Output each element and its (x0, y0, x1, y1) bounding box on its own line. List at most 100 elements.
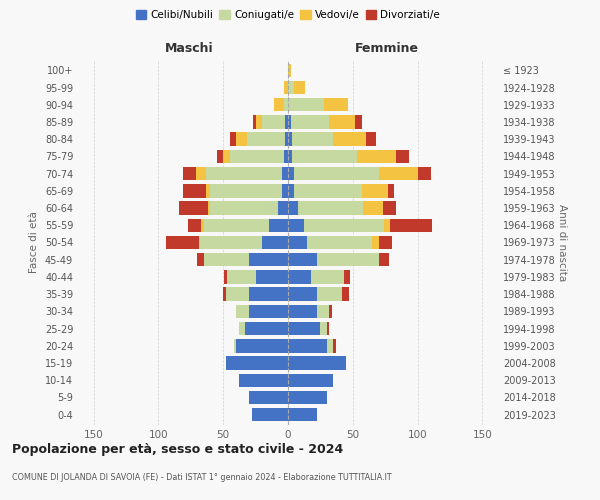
Bar (288, 98, 324, 112)
Bar (344, 270, 350, 283)
Bar (343, 288, 349, 301)
Bar (288, 236, 307, 249)
Bar (284, 98, 288, 112)
Bar (288, 288, 317, 301)
Bar (200, 236, 262, 249)
Bar (288, 253, 317, 266)
Bar (295, 167, 379, 180)
Bar (269, 218, 288, 232)
Y-axis label: Anni di nascita: Anni di nascita (557, 204, 567, 281)
Bar (357, 150, 395, 163)
Bar (278, 202, 288, 215)
Bar (236, 132, 247, 146)
Bar (284, 81, 288, 94)
Bar (223, 288, 226, 301)
Bar (233, 339, 236, 352)
Bar (304, 218, 384, 232)
Bar (288, 322, 320, 336)
Bar (292, 150, 357, 163)
Bar (245, 322, 288, 336)
Bar (320, 322, 327, 336)
Bar (256, 116, 262, 128)
Bar (288, 184, 295, 198)
Bar (230, 132, 236, 146)
Bar (383, 202, 395, 215)
Text: Maschi: Maschi (165, 42, 214, 55)
Y-axis label: Fasce di età: Fasce di età (29, 212, 39, 274)
Bar (239, 322, 245, 336)
Bar (281, 184, 288, 198)
Bar (284, 150, 288, 163)
Bar (379, 236, 392, 249)
Bar (253, 116, 256, 128)
Bar (355, 116, 362, 128)
Bar (262, 236, 288, 249)
Bar (288, 81, 295, 94)
Bar (379, 253, 389, 266)
Bar (286, 116, 288, 128)
Bar (295, 81, 305, 94)
Bar (247, 132, 286, 146)
Bar (249, 288, 288, 301)
Bar (288, 356, 346, 370)
Bar (249, 253, 288, 266)
Bar (179, 202, 208, 215)
Bar (188, 218, 201, 232)
Bar (288, 339, 327, 352)
Bar (201, 218, 204, 232)
Bar (327, 322, 329, 336)
Bar (288, 150, 292, 163)
Text: COMUNE DI JOLANDA DI SAVOIA (FE) - Dati ISTAT 1° gennaio 2024 - Elaborazione TUT: COMUNE DI JOLANDA DI SAVOIA (FE) - Dati … (12, 472, 392, 482)
Bar (239, 374, 288, 387)
Bar (206, 184, 210, 198)
Bar (324, 98, 347, 112)
Bar (372, 236, 379, 249)
Bar (288, 167, 295, 180)
Bar (281, 167, 288, 180)
Bar (290, 116, 329, 128)
Bar (288, 408, 317, 422)
Bar (317, 253, 379, 266)
Bar (236, 304, 249, 318)
Bar (199, 236, 200, 249)
Bar (274, 98, 284, 112)
Bar (210, 202, 278, 215)
Bar (295, 184, 362, 198)
Bar (226, 288, 249, 301)
Bar (288, 132, 292, 146)
Bar (227, 270, 256, 283)
Bar (166, 236, 199, 249)
Bar (317, 304, 329, 318)
Bar (196, 167, 206, 180)
Bar (363, 202, 383, 215)
Text: Femmine: Femmine (355, 42, 419, 55)
Bar (288, 374, 334, 387)
Bar (208, 202, 210, 215)
Bar (204, 253, 249, 266)
Bar (334, 339, 336, 352)
Bar (288, 202, 298, 215)
Bar (366, 132, 376, 146)
Bar (262, 116, 286, 128)
Bar (288, 304, 317, 318)
Bar (210, 184, 281, 198)
Bar (217, 150, 223, 163)
Bar (292, 132, 334, 146)
Bar (204, 218, 269, 232)
Bar (288, 64, 290, 77)
Bar (223, 150, 230, 163)
Bar (329, 116, 355, 128)
Bar (183, 184, 206, 198)
Bar (288, 390, 327, 404)
Bar (286, 132, 288, 146)
Bar (298, 202, 363, 215)
Bar (362, 184, 388, 198)
Bar (395, 150, 409, 163)
Bar (230, 150, 284, 163)
Bar (236, 339, 288, 352)
Bar (206, 167, 281, 180)
Bar (197, 253, 204, 266)
Bar (249, 304, 288, 318)
Bar (327, 339, 334, 352)
Bar (311, 270, 344, 283)
